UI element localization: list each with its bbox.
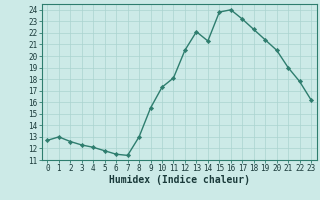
X-axis label: Humidex (Indice chaleur): Humidex (Indice chaleur) — [109, 175, 250, 185]
